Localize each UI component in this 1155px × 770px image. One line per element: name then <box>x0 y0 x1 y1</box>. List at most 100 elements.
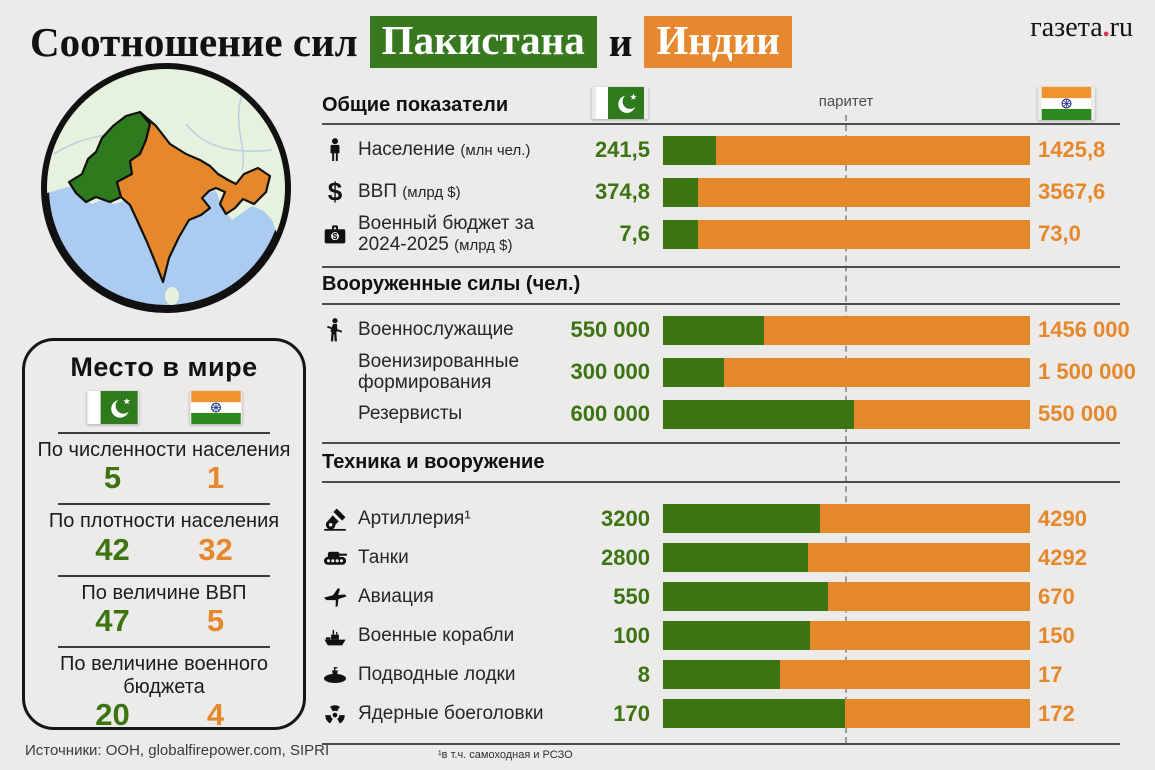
rank-values: 47 5 <box>61 604 267 638</box>
pakistan-bar-segment <box>663 621 810 650</box>
india-value: 4290 <box>1038 505 1087 531</box>
world-rank-rows: По численности населения 5 1 По плотност… <box>25 439 303 732</box>
row-label-unit: (млн чел.) <box>460 142 531 160</box>
title-prefix: Соотношение сил <box>30 18 358 65</box>
pakistan-bar-segment <box>663 315 764 345</box>
chart-row: Артиллерия¹ 3200 4290 <box>322 499 1120 538</box>
india-value: 17 <box>1038 661 1063 687</box>
india-bar-segment <box>724 357 1030 387</box>
india-flag-icon <box>190 391 242 424</box>
ratio-bar <box>663 399 1030 429</box>
chart-row: Военные корабли 100 150 <box>322 616 1120 655</box>
pakistan-value: 7,6 <box>619 221 650 246</box>
india-rank: 4 <box>206 697 225 733</box>
pakistan-value: 300 000 <box>570 359 650 384</box>
pakistan-value: 170 <box>613 700 650 726</box>
rank-label: По плотности населения <box>48 510 280 533</box>
parity-line <box>845 115 847 743</box>
divider <box>322 303 1120 305</box>
jet-icon <box>322 584 358 610</box>
pakistan-value: 600 000 <box>570 401 650 426</box>
india-bar-segment <box>809 621 1030 650</box>
india-value: 1 500 000 <box>1038 359 1136 384</box>
pakistan-flag-icon <box>87 391 139 424</box>
row-label: Танки <box>358 546 409 568</box>
divider <box>322 123 1120 125</box>
comparison-chart: Общие показатели паритет Население (млн … <box>322 85 1136 745</box>
footnote: ¹в т.ч. самоходная и РСЗО <box>438 749 573 761</box>
title-conjunction: и <box>608 18 633 65</box>
rank-values: 42 32 <box>61 532 267 567</box>
row-label: Военизированные формирования <box>358 350 520 393</box>
parity-label: паритет <box>818 93 874 110</box>
ratio-bar <box>663 543 1030 572</box>
divider <box>58 646 270 649</box>
india-bar-segment <box>716 135 1030 165</box>
row-label: Население (млн чел.) <box>358 139 531 161</box>
row-label: Подводные лодки <box>358 663 516 685</box>
pakistan-bar-segment <box>663 699 846 728</box>
divider <box>322 743 1120 745</box>
chart-row: Танки 2800 4292 <box>322 538 1120 577</box>
briefcase-icon <box>322 221 358 247</box>
row-label: Военные корабли <box>358 624 515 646</box>
dollar-icon <box>322 179 358 205</box>
chart-row: Авиация 550 670 <box>322 577 1120 616</box>
divider <box>58 574 270 577</box>
divider <box>322 481 1120 483</box>
pakistan-bar-segment <box>663 135 717 165</box>
section-rows: Артиллерия¹ 3200 4290 Танки 2800 4292 <box>322 483 1120 743</box>
ratio-bar <box>663 357 1030 387</box>
rank-label: По величине ВВП <box>81 581 247 604</box>
india-value: 150 <box>1038 622 1075 648</box>
ratio-bar <box>663 219 1030 249</box>
pakistan-rank: 20 <box>95 697 130 733</box>
logo-tld: ru <box>1109 12 1133 43</box>
pakistan-bar-segment <box>663 357 725 387</box>
page-title: Соотношение сил Пакистана и Индии <box>30 16 792 69</box>
india-value: 3567,6 <box>1038 179 1106 204</box>
india-value: 172 <box>1038 700 1075 726</box>
section-header-row: Техника и вооружение <box>322 444 1120 481</box>
section-header: Вооруженные силы (чел.) <box>322 273 581 295</box>
divider <box>322 266 1120 268</box>
india-shape <box>115 110 272 284</box>
ratio-bar <box>663 135 1030 165</box>
pakistan-value: 3200 <box>601 505 650 531</box>
chart-header-row: Общие показатели паритет <box>322 85 1120 123</box>
logo-main: газета <box>1030 12 1103 43</box>
artillery-icon <box>322 506 358 532</box>
chart-body: Население (млн чел.) 241,5 1425,8 ВВП (м… <box>322 125 1136 745</box>
submarine-icon <box>322 662 358 688</box>
ratio-bar <box>663 621 1030 650</box>
section-rows: Военнослужащие 550 000 1456 000 Военизир… <box>322 305 1136 442</box>
pakistan-flag-icon <box>592 87 648 119</box>
india-bar-segment <box>828 582 1030 611</box>
india-bar-segment <box>807 543 1030 572</box>
india-bar-segment <box>780 660 1030 689</box>
world-rank-flags <box>61 391 267 424</box>
row-label-unit: (млрд $) <box>454 237 513 254</box>
india-value: 73,0 <box>1038 221 1081 246</box>
divider <box>58 432 270 434</box>
soldier-icon <box>322 317 358 343</box>
rank-label: По численности населения <box>37 439 291 461</box>
india-value: 1425,8 <box>1038 137 1106 162</box>
title-pakistan-badge: Пакистана <box>369 16 597 69</box>
chart-row: Ядерные боеголовки 170 172 <box>322 694 1120 733</box>
india-value: 670 <box>1038 583 1075 609</box>
chart-row: ВВП (млрд $) 374,8 3567,6 <box>322 171 1120 213</box>
pakistan-bar-segment <box>663 219 698 249</box>
india-bar-segment <box>697 177 1030 207</box>
chart-row: Население (млн чел.) 241,5 1425,8 <box>322 129 1120 171</box>
section-header: Техника и вооружение <box>322 451 545 473</box>
pakistan-rank: 47 <box>95 603 130 639</box>
india-bar-segment <box>819 504 1030 533</box>
divider <box>322 442 1120 444</box>
pakistan-bar-segment <box>663 660 781 689</box>
logo-dot: . <box>1102 12 1110 43</box>
section-header: Общие показатели <box>322 94 509 116</box>
pakistan-bar-segment <box>663 543 808 572</box>
divider <box>58 503 270 506</box>
row-label: Авиация <box>358 585 434 607</box>
